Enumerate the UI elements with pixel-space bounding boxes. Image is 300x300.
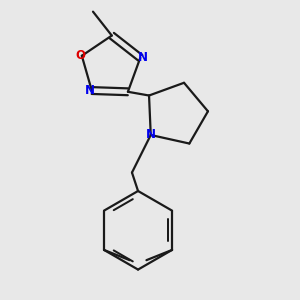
Text: N: N xyxy=(138,51,148,64)
Text: O: O xyxy=(75,49,85,62)
Text: N: N xyxy=(85,84,95,97)
Text: N: N xyxy=(146,128,156,142)
